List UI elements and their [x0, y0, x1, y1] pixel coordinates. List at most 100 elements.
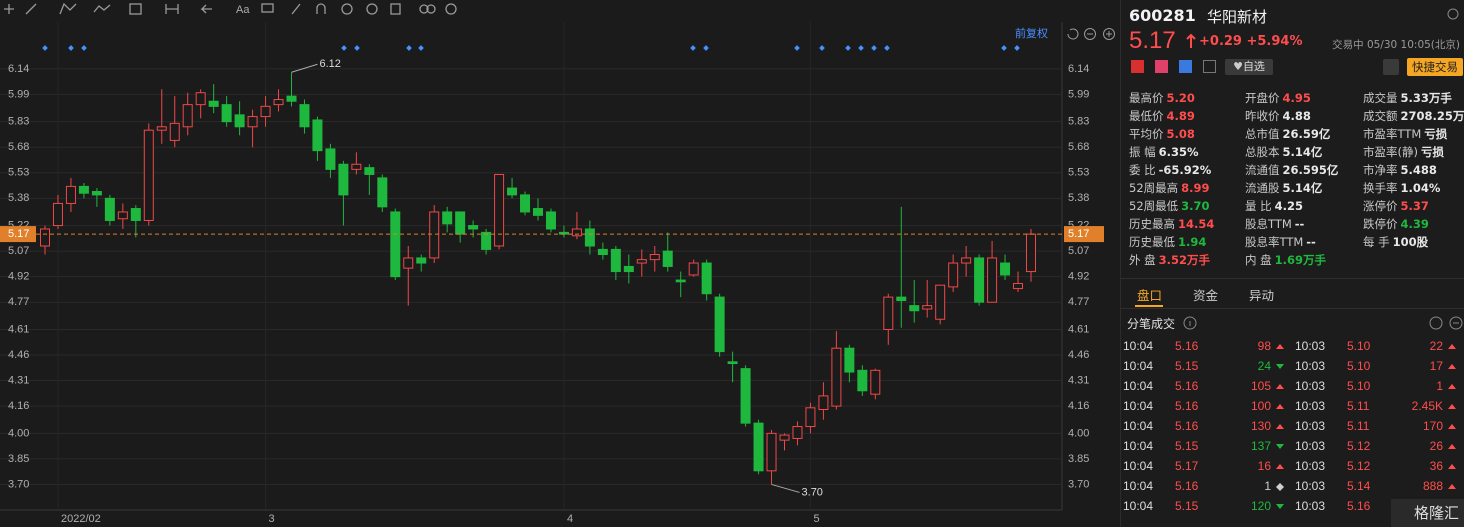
stat-value: 4.88 [1282, 109, 1311, 123]
direction-glyph [1276, 344, 1284, 349]
candle-body [286, 95, 297, 102]
candle-body [584, 228, 595, 247]
candle-body [714, 296, 725, 353]
note-icon[interactable] [1203, 60, 1216, 73]
y-tick-label-left: 4.46 [8, 349, 29, 361]
watchlist-button[interactable]: ♥自选 [1225, 59, 1273, 75]
stat-label: 最低价 [1129, 109, 1164, 123]
eye-tool[interactable] [341, 3, 353, 15]
stat: 总市值 26.59亿 [1245, 126, 1330, 142]
stat: 成交量 5.33万手 [1363, 90, 1452, 106]
stat-value: 4.89 [1166, 109, 1195, 123]
candle-body [481, 231, 492, 250]
high-leader [291, 63, 318, 73]
alert-button[interactable] [1383, 59, 1399, 75]
candle-body [507, 187, 518, 196]
stat: 市净率 5.488 [1363, 162, 1437, 178]
chart: Aa 前复权 6.14 6.14 5.99 5.99 5.83 5.83 5.68 5.68 5… [0, 0, 1120, 527]
quote-panel: 600281 华阳新材 5.17 +0.29 +5.94% 交易中 05/30 … [1120, 0, 1464, 527]
stat: 52周最高 8.99 [1129, 180, 1210, 196]
candle-body [455, 211, 466, 235]
stat-label: 流通值 [1245, 163, 1280, 177]
trade-volume: 98 [1257, 339, 1271, 353]
direction-glyph [1448, 364, 1456, 369]
arrow-tool[interactable] [200, 4, 212, 14]
zoom-in[interactable] [1103, 28, 1115, 40]
y-tick-label: 5.53 [1068, 167, 1089, 179]
stat-label: 量 比 [1245, 199, 1272, 213]
zoom-out[interactable] [1084, 28, 1096, 40]
y-tick-label: 5.07 [1068, 245, 1089, 257]
settings-icon[interactable] [1446, 7, 1460, 21]
direction-glyph [1448, 444, 1456, 449]
stat-value: -- [1294, 217, 1305, 231]
trade-price: 5.16 [1175, 399, 1199, 413]
tab[interactable]: 异动 [1249, 288, 1275, 303]
range-tool[interactable] [165, 4, 179, 14]
candle-body [182, 104, 193, 128]
adjust-mode[interactable]: 前复权 [1015, 26, 1048, 40]
quick-trade-button[interactable]: 快捷交易 [1407, 58, 1463, 76]
stat-value: 2708.25万 [1400, 109, 1464, 123]
stat-value: 4.39 [1400, 217, 1429, 231]
pen-tool[interactable] [291, 3, 301, 15]
trade-time: 10:04 [1123, 359, 1154, 373]
tag-icon[interactable] [1179, 60, 1192, 73]
trade-time: 10:04 [1123, 419, 1154, 433]
chart-bg [0, 0, 1120, 527]
font-tool[interactable]: Aa [236, 4, 250, 16]
trade-direction [1448, 384, 1456, 389]
settings-tool[interactable] [445, 3, 457, 15]
reset-button[interactable] [1067, 28, 1079, 40]
margin-icon[interactable] [1155, 60, 1168, 73]
delete-tool[interactable] [390, 3, 401, 15]
move-tool[interactable] [4, 4, 14, 14]
trade-volume: 22 [1429, 339, 1443, 353]
tab[interactable]: 盘口 [1137, 288, 1163, 303]
line-tool[interactable] [25, 3, 37, 15]
stat: 量 比 4.25 [1245, 198, 1303, 214]
event-marker [703, 45, 709, 51]
stat: 最高价 5.20 [1129, 90, 1195, 106]
wave-tool[interactable] [93, 4, 111, 13]
candle-body [870, 369, 881, 395]
stat-value: 5.20 [1166, 91, 1195, 105]
y-tick-label: 5.99 [1068, 88, 1089, 100]
y-tick-label: 6.14 [1068, 63, 1089, 75]
flag-icon[interactable] [1131, 60, 1144, 73]
candle-body [636, 259, 647, 264]
note-tool[interactable] [261, 3, 274, 13]
candle-body [597, 248, 608, 256]
link-tool[interactable] [419, 4, 429, 14]
stat-value: 1.04% [1400, 181, 1441, 195]
event-marker [794, 45, 800, 51]
candle-body [610, 248, 621, 273]
candle-body [65, 185, 76, 204]
trades-title: 分笔成交 [1127, 317, 1176, 331]
trade-price: 5.10 [1347, 359, 1371, 373]
hide-tool[interactable] [366, 3, 378, 15]
candle-body [545, 211, 556, 230]
direction-glyph [1276, 464, 1284, 469]
trade-time: 10:04 [1123, 399, 1154, 413]
y-tick-label: 3.85 [1068, 453, 1089, 465]
candle-body [974, 257, 985, 303]
trade-price: 5.11 [1347, 399, 1370, 413]
trade-time: 10:04 [1123, 379, 1154, 393]
stat-label: 52周最低 [1129, 199, 1179, 213]
tab[interactable]: 资金 [1193, 288, 1219, 303]
magnet-tool[interactable] [316, 3, 326, 14]
info-icon[interactable] [1183, 316, 1197, 330]
measure-tool[interactable] [129, 3, 142, 15]
candle-body [533, 208, 543, 216]
link-tool-2[interactable] [426, 4, 436, 14]
trade-direction [1448, 484, 1456, 489]
trade-price: 5.15 [1175, 359, 1199, 373]
direction-glyph [1276, 424, 1284, 429]
channel-tool[interactable] [59, 2, 77, 15]
trade-tools[interactable] [1429, 316, 1463, 330]
trade-volume: 17 [1429, 359, 1443, 373]
stat: 内 盘 1.69万手 [1245, 252, 1326, 268]
toolbar [4, 2, 457, 15]
